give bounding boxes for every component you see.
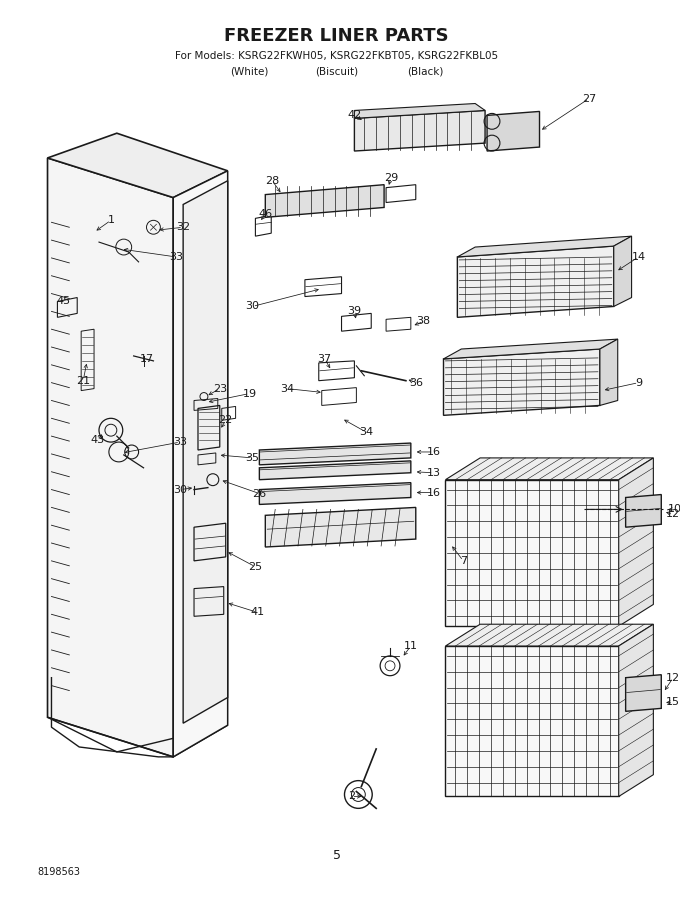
Text: 17: 17: [139, 354, 154, 364]
Polygon shape: [354, 103, 485, 119]
Polygon shape: [259, 443, 411, 465]
Polygon shape: [626, 674, 661, 711]
Text: 32: 32: [176, 222, 190, 233]
Text: 37: 37: [318, 354, 332, 364]
Polygon shape: [48, 158, 173, 757]
Text: 42: 42: [347, 110, 362, 120]
Text: 23: 23: [213, 383, 227, 393]
Text: 12: 12: [666, 509, 680, 519]
Text: 22: 22: [218, 415, 233, 426]
Text: 46: 46: [258, 209, 273, 219]
Text: 33: 33: [173, 437, 187, 447]
Text: 30: 30: [245, 302, 260, 312]
Text: 27: 27: [582, 93, 596, 103]
Text: 34: 34: [280, 383, 294, 393]
Polygon shape: [614, 236, 632, 306]
Text: 41: 41: [250, 607, 265, 617]
Polygon shape: [626, 495, 661, 527]
Text: 10: 10: [668, 505, 680, 515]
Polygon shape: [487, 111, 539, 151]
Text: 8198563: 8198563: [37, 867, 81, 876]
Text: 13: 13: [426, 468, 441, 478]
Text: 2: 2: [348, 791, 355, 802]
Text: 16: 16: [426, 447, 441, 457]
Text: 25: 25: [248, 562, 262, 572]
Text: 28: 28: [265, 176, 279, 186]
Text: 11: 11: [404, 641, 418, 651]
Polygon shape: [445, 458, 653, 480]
Text: (Biscuit): (Biscuit): [315, 66, 358, 77]
Text: 12: 12: [666, 673, 680, 682]
Text: 16: 16: [426, 488, 441, 497]
Text: For Models: KSRG22FKWH05, KSRG22FKBT05, KSRG22FKBL05: For Models: KSRG22FKWH05, KSRG22FKBT05, …: [175, 51, 498, 61]
Text: 45: 45: [56, 296, 71, 306]
Text: FREEZER LINER PARTS: FREEZER LINER PARTS: [224, 27, 449, 45]
Text: 38: 38: [417, 316, 430, 326]
Polygon shape: [265, 185, 384, 217]
Text: 43: 43: [90, 436, 104, 445]
Text: 19: 19: [242, 389, 256, 399]
Text: 29: 29: [384, 172, 398, 183]
Polygon shape: [48, 133, 228, 198]
Text: 9: 9: [635, 378, 642, 388]
Text: 21: 21: [76, 375, 90, 386]
Text: 36: 36: [409, 378, 423, 388]
Polygon shape: [443, 349, 600, 416]
Text: 1: 1: [107, 216, 114, 225]
Polygon shape: [445, 480, 619, 626]
Polygon shape: [443, 339, 617, 359]
Text: 33: 33: [169, 252, 183, 262]
Text: 35: 35: [245, 453, 260, 462]
Text: 7: 7: [460, 556, 467, 566]
Text: (White): (White): [231, 66, 269, 77]
Polygon shape: [445, 646, 619, 797]
Polygon shape: [600, 339, 617, 405]
Polygon shape: [619, 458, 653, 626]
Polygon shape: [173, 171, 228, 757]
Text: 5: 5: [333, 850, 341, 862]
Text: 26: 26: [252, 489, 267, 498]
Polygon shape: [458, 246, 614, 317]
Polygon shape: [259, 482, 411, 505]
Text: 39: 39: [347, 306, 362, 316]
Polygon shape: [619, 624, 653, 797]
Polygon shape: [265, 507, 415, 547]
Text: (Black): (Black): [407, 66, 444, 77]
Polygon shape: [458, 236, 632, 257]
Polygon shape: [354, 110, 485, 151]
Text: 34: 34: [359, 427, 373, 437]
Text: 14: 14: [632, 252, 645, 262]
Text: 30: 30: [173, 485, 187, 495]
Polygon shape: [445, 624, 653, 646]
Text: 15: 15: [666, 698, 680, 708]
Polygon shape: [259, 461, 411, 480]
Polygon shape: [183, 180, 228, 723]
